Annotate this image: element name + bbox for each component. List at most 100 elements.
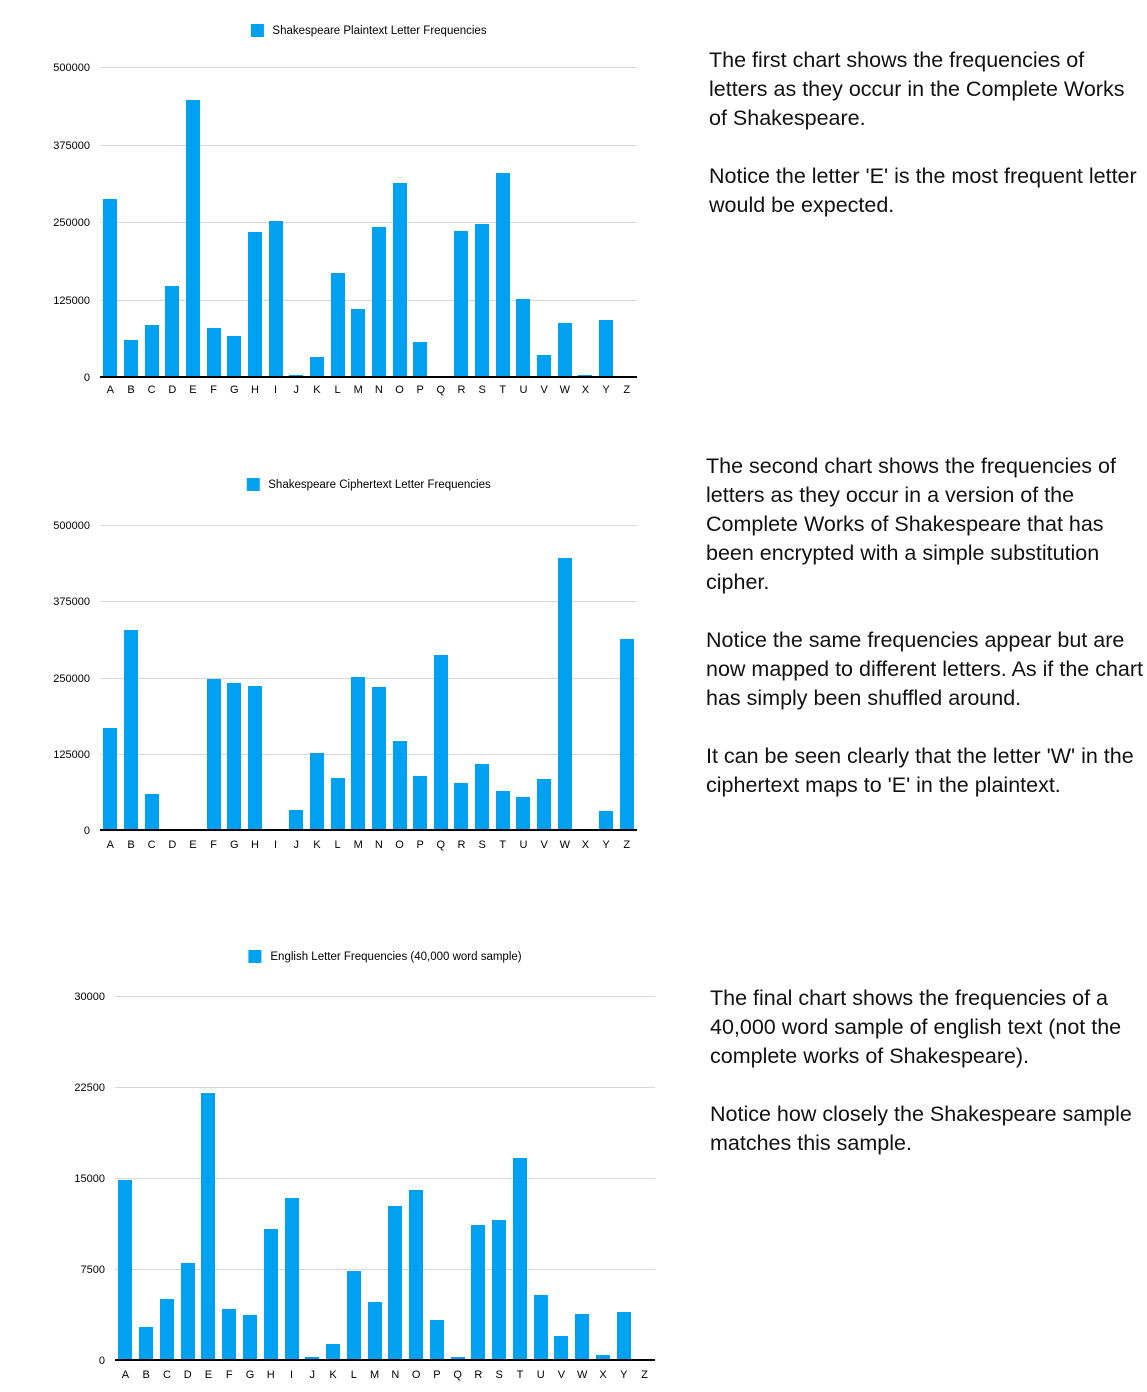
bar-slot [183, 526, 204, 831]
x-axis-label-K: K [313, 384, 321, 396]
bar-S [475, 223, 490, 378]
x-axis-label-Y: Y [602, 839, 610, 851]
legend-swatch-icon [246, 478, 260, 491]
bar-R [471, 1225, 486, 1361]
x-axis-label-G: G [229, 839, 239, 851]
x-axis-label-F: F [210, 839, 217, 851]
x-axis-label-C: C [147, 839, 156, 851]
x-axis-label-R: R [457, 384, 466, 396]
y-axis-tick-label: 125000 [53, 294, 90, 307]
x-axis-label-L: L [350, 1369, 357, 1381]
bar-H [247, 231, 262, 378]
legend-label: English Letter Frequencies (40,000 word … [270, 950, 522, 963]
bar-slot [260, 997, 281, 1361]
x-axis-label-K: K [329, 1369, 337, 1381]
bar-slot [492, 526, 513, 831]
bar-N [371, 227, 386, 378]
legend-swatch-icon [248, 950, 262, 963]
plot-area: 0 7500 15000 22500 30000 [74, 991, 655, 1367]
bar-slot [203, 68, 224, 378]
bars-container [100, 68, 637, 378]
bar-slot [551, 997, 572, 1361]
x-axis-label-M: M [353, 384, 363, 396]
x-axis-label-W: W [559, 384, 570, 396]
bar-P [413, 342, 428, 378]
bar-slot [286, 526, 307, 831]
bar-J [289, 810, 304, 831]
bar-slot [596, 526, 617, 831]
y-axis-tick-label: 0 [83, 825, 90, 837]
bar-slot [121, 68, 142, 378]
bar-slot [100, 526, 121, 831]
x-axis-label-S: S [495, 1369, 503, 1381]
paragraph: Notice the letter 'E' is the most freque… [709, 164, 1137, 217]
x-axis-label-P: P [416, 839, 424, 851]
bar-N [371, 687, 386, 831]
bar-slot [472, 68, 493, 378]
gridline [100, 753, 637, 755]
gridline [100, 67, 637, 68]
bar-U [516, 298, 531, 378]
bar-U [533, 1295, 548, 1361]
gridline [100, 222, 637, 223]
x-axis-label-H: H [250, 384, 259, 396]
x-axis-label-D: D [168, 384, 177, 396]
bar-Z [619, 639, 634, 831]
y-axis-tick-label: 22500 [74, 1082, 105, 1094]
x-axis-label-N: N [374, 839, 383, 851]
text-panel-first-chart: The first chart shows the frequencies of… [709, 46, 1146, 220]
x-axis-label-U: U [519, 839, 528, 851]
bar-P [413, 776, 428, 831]
x-axis-line [115, 1359, 655, 1361]
x-axis-label-O: O [395, 384, 404, 396]
bar-slot [343, 997, 364, 1361]
x-axis-label-T: T [499, 384, 507, 396]
bar-slot [406, 997, 427, 1361]
bar-K [326, 1344, 341, 1361]
x-axis-label-M: M [353, 839, 363, 851]
legend-label: Shakespeare Plaintext Letter Frequencies [272, 24, 487, 37]
x-axis-label-J: J [293, 839, 299, 851]
y-axis-tick-label: 500000 [53, 520, 90, 532]
bar-slot [100, 68, 121, 378]
bar-F [222, 1308, 237, 1361]
x-axis-label-K: K [313, 839, 321, 851]
x-axis-label-V: V [540, 839, 548, 851]
legend-label: Shakespeare Ciphertext Letter Frequencie… [268, 478, 491, 491]
x-axis-label-I: I [274, 384, 278, 396]
y-axis-tick-label: 375000 [53, 139, 90, 152]
x-axis-label-E: E [204, 1369, 213, 1381]
x-axis-label-I: I [289, 1369, 294, 1381]
y-axis-tick-label: 0 [83, 372, 90, 384]
x-axis-label-V: V [540, 384, 548, 396]
bar-slot [224, 526, 245, 831]
gridline [100, 601, 637, 603]
bar-M [351, 309, 366, 378]
bar-K [309, 356, 324, 378]
x-axis-label-Z: Z [623, 384, 631, 396]
bar-E [201, 1092, 216, 1361]
x-axis-label-O: O [411, 1369, 421, 1381]
bar-slot [364, 997, 385, 1361]
gridline [115, 1269, 655, 1270]
bar-slot [121, 526, 142, 831]
bar-slot [426, 997, 447, 1361]
x-axis-label-S: S [478, 839, 486, 851]
y-axis-tick-label: 250000 [53, 672, 90, 685]
x-axis-label-A: A [106, 384, 114, 396]
bar-slot [327, 526, 348, 831]
x-axis-label-X: X [581, 384, 590, 396]
bar-slot [451, 68, 472, 378]
bar-slot [616, 68, 637, 378]
gridline [115, 996, 655, 997]
x-axis-label-P: P [416, 384, 424, 396]
bar-A [103, 198, 118, 378]
bar-slot [530, 997, 551, 1361]
bar-S [475, 763, 490, 831]
y-axis-tick-label: 30000 [74, 991, 105, 1003]
bar-D [180, 1262, 195, 1361]
y-axis-tick-label: 15000 [74, 1173, 105, 1185]
bar-A [103, 727, 118, 831]
bar-Y [599, 810, 614, 831]
